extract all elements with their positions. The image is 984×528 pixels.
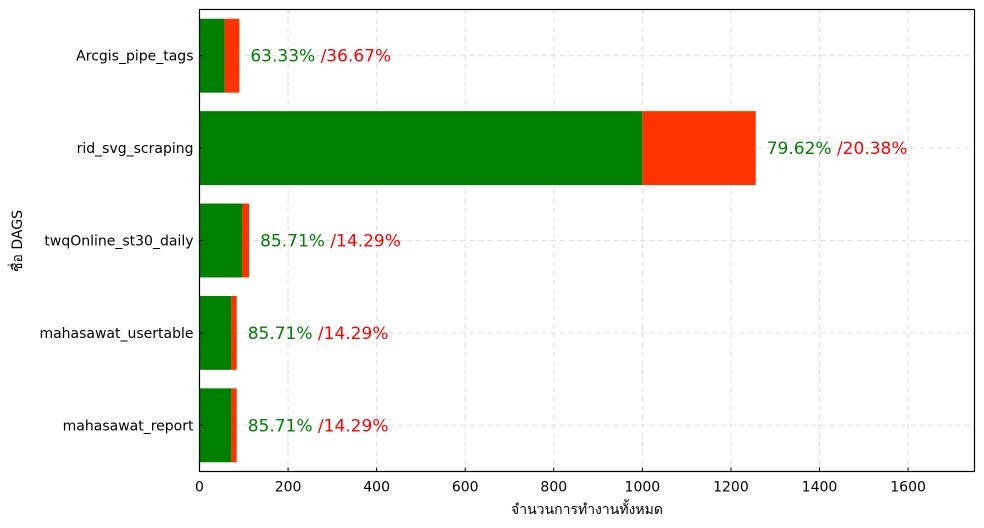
x-tick-label: 0 [195, 480, 204, 496]
success-percent: 85.71% [248, 416, 318, 436]
bar-success [199, 388, 232, 463]
x-tick-label: 1400 [802, 480, 838, 496]
y-tick-label: mahasawat_report [63, 418, 194, 434]
bar-annotation: 85.71% /14.29% [248, 416, 389, 436]
y-tick-label: mahasawat_usertable [39, 326, 193, 342]
fail-percent: /20.38% [837, 139, 908, 159]
y-tick-label: Arcgis_pipe_tags [76, 49, 193, 65]
bar-success [199, 18, 225, 93]
bar-fail [231, 295, 237, 370]
x-tick-label: 800 [540, 480, 567, 496]
bar-success [199, 295, 232, 370]
x-tick-label: 600 [452, 480, 479, 496]
bar-annotation: 79.62% /20.38% [767, 139, 908, 159]
y-axis-ticks: Arcgis_pipe_tags rid_svg_scraping twqOnlin… [39, 49, 204, 434]
bar-fail [642, 111, 756, 186]
success-percent: 85.71% [260, 232, 330, 252]
bar-annotation: 85.71% /14.29% [260, 232, 401, 252]
x-axis-title: จำนวนการทำงานทั้งหมด [511, 499, 663, 518]
success-percent: 85.71% [248, 324, 318, 344]
bar-success [199, 111, 643, 186]
y-tick-label: twqOnline_st30_daily [44, 234, 193, 250]
x-tick-label: 400 [363, 480, 390, 496]
fail-percent: /14.29% [318, 416, 389, 436]
bar-fail [224, 18, 240, 93]
bar-annotation: 63.33% /36.67% [250, 47, 391, 67]
success-percent: 63.33% [250, 47, 320, 67]
bar-fail [231, 388, 237, 463]
x-axis-ticks: 0 200 400 600 800 1000 1200 1400 1600 [195, 467, 926, 496]
fail-percent: /36.67% [321, 47, 392, 67]
success-percent: 79.62% [767, 139, 837, 159]
x-tick-label: 1600 [890, 480, 926, 496]
x-tick-label: 1200 [713, 480, 749, 496]
bar-fail [242, 203, 250, 278]
y-tick-label: rid_svg_scraping [77, 141, 194, 157]
fail-percent: /14.29% [318, 324, 389, 344]
y-axis-title: ชื่อ DAGS [8, 210, 26, 272]
bar-annotation: 85.71% /14.29% [248, 324, 389, 344]
bar-success [199, 203, 243, 278]
bar-annotations: 63.33% /36.67% 79.62% /20.38% 85.71% /14.2… [248, 47, 908, 437]
bars [199, 18, 756, 463]
x-tick-label: 200 [275, 480, 302, 496]
fail-percent: /14.29% [330, 232, 401, 252]
x-tick-label: 1000 [625, 480, 661, 496]
